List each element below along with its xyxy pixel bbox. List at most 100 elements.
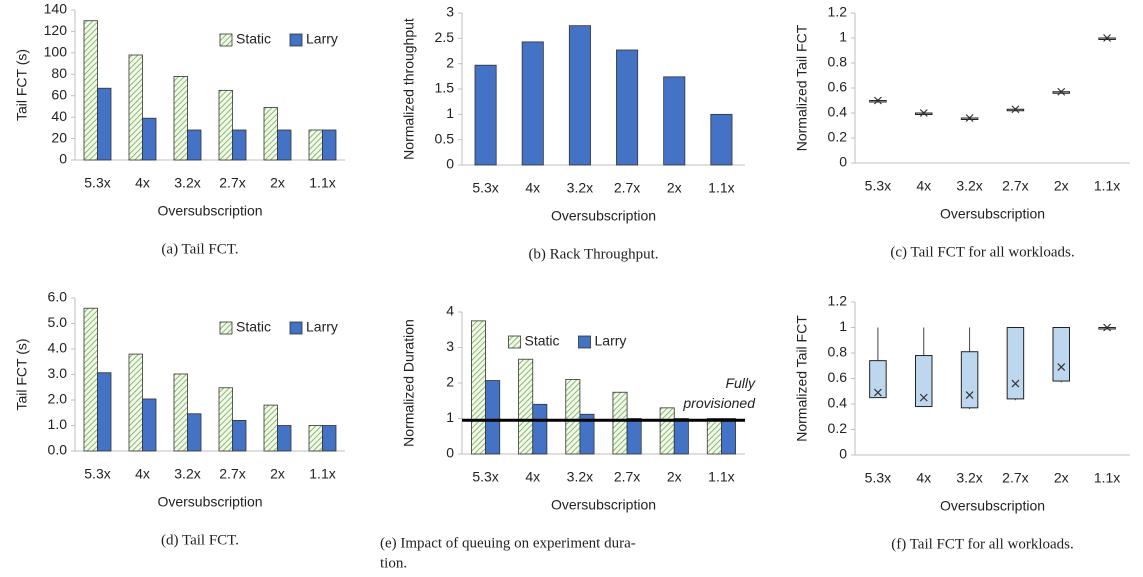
bar (232, 129, 247, 161)
caption: tion. (380, 555, 407, 571)
legend-label: Static (525, 333, 560, 349)
y-tick-label: 1 (839, 318, 847, 334)
x-tick-label: 5.3x (865, 178, 891, 194)
bar (308, 129, 323, 161)
bar (706, 418, 722, 455)
y-tick-label: 0 (839, 446, 847, 462)
y-tick-label: 0 (59, 151, 67, 167)
bar (612, 391, 628, 455)
y-tick-label: 3 (446, 4, 454, 20)
y-tick-label: 0 (839, 154, 847, 170)
legend-label: Larry (306, 31, 338, 47)
y-tick-label: 80 (51, 65, 67, 81)
x-tick-label: 3.2x (567, 180, 593, 196)
x-tick-label: 4x (525, 469, 540, 485)
bar (663, 76, 686, 166)
bar (97, 87, 112, 161)
legend-swatch (289, 321, 303, 335)
bar (83, 307, 98, 452)
legend-label: Static (236, 319, 271, 335)
bar (218, 89, 233, 161)
y-tick-label: 0.8 (828, 344, 848, 360)
legend-swatch (578, 335, 591, 349)
y-tick-label: 1.2 (828, 293, 848, 309)
caption: (b) Rack Throughput. (528, 246, 658, 262)
bar (471, 320, 486, 455)
caption: (c) Tail FCT for all workloads. (890, 244, 1074, 260)
y-tick-label: 40 (51, 108, 67, 124)
y-tick-label: 100 (44, 44, 68, 60)
annotation: provisioned (682, 395, 756, 411)
mean-marker (1103, 323, 1112, 332)
bar (521, 41, 544, 166)
x-tick-label: 5.3x (472, 469, 498, 485)
x-axis-label: Oversubscription (157, 494, 262, 510)
y-tick-label: 2 (446, 374, 454, 390)
bar (83, 20, 98, 161)
y-tick-label: 0.4 (828, 104, 848, 120)
y-tick-label: 1 (446, 409, 454, 425)
bar (626, 418, 642, 455)
mean-marker (1057, 363, 1066, 371)
y-tick-label: 1 (446, 105, 454, 121)
caption: (a) Tail FCT. (161, 241, 238, 257)
mean-marker (965, 114, 974, 122)
y-tick-label: 0.5 (435, 130, 455, 146)
x-tick-label: 4x (525, 180, 540, 196)
bar (710, 113, 733, 166)
bar (673, 418, 689, 455)
bar (173, 373, 188, 452)
y-tick-label: 120 (44, 22, 68, 38)
y-tick-label: 0.0 (48, 442, 68, 458)
box (1052, 327, 1070, 382)
y-tick-label: 0.6 (828, 79, 848, 95)
caption: (e) Impact of queuing on experiment dura… (380, 535, 636, 551)
x-tick-label: 5.3x (472, 180, 498, 196)
bar (218, 387, 233, 452)
y-tick-label: 1.5 (435, 80, 455, 96)
x-axis-label: Oversubscription (551, 497, 656, 513)
x-tick-label: 1.1x (1094, 470, 1120, 486)
bar (97, 372, 112, 452)
annotation: Fully (725, 375, 756, 391)
mean-marker (919, 393, 928, 402)
x-tick-label: 4x (916, 470, 931, 486)
x-tick-label: 1.1x (309, 466, 335, 482)
box (915, 355, 933, 408)
x-tick-label: 1.1x (309, 175, 335, 191)
bar (263, 107, 278, 161)
box (1006, 327, 1025, 400)
bar (322, 129, 337, 161)
x-tick-label: 2x (270, 175, 285, 191)
y-tick-label: 0.8 (828, 54, 848, 70)
bar (263, 404, 278, 452)
x-tick-label: 2x (270, 466, 285, 482)
bar (187, 413, 202, 452)
x-axis-label: Oversubscription (940, 206, 1045, 222)
panel: 0.0 1.0 2.0 3.0 4.0 5.0 6.0 5.3x 4x 3.2x 2.7x 2x 1.1… (14, 289, 345, 548)
x-tick-label: 2.7x (614, 469, 640, 485)
y-tick-label: 0.4 (828, 395, 848, 411)
x-tick-label: 2.7x (219, 175, 245, 191)
bar (142, 117, 157, 161)
bar (187, 129, 202, 161)
legend-label: Larry (306, 319, 338, 335)
y-tick-label: 3 (446, 338, 454, 354)
panel: 0 20 40 60 80 100 120 140 5.3x 4x 3.2x 2.7x 2x 1.1x Ta… (14, 1, 345, 257)
x-tick-label: 2.7x (219, 466, 245, 482)
mean-marker (1011, 379, 1020, 388)
caption: (f) Tail FCT for all workloads. (891, 536, 1074, 552)
y-tick-label: 20 (51, 129, 67, 145)
bar (518, 358, 534, 455)
y-axis-label: Normalized throughput (401, 18, 417, 160)
y-tick-label: 4 (446, 303, 454, 319)
x-tick-label: 3.2x (174, 175, 200, 191)
y-tick-label: 6.0 (48, 289, 68, 305)
x-tick-label: 4x (916, 178, 931, 194)
bar (128, 353, 143, 452)
y-tick-label: 0 (446, 445, 454, 461)
y-tick-label: 2 (446, 54, 454, 70)
y-tick-label: 1.0 (48, 416, 68, 432)
x-tick-label: 3.2x (956, 470, 982, 486)
